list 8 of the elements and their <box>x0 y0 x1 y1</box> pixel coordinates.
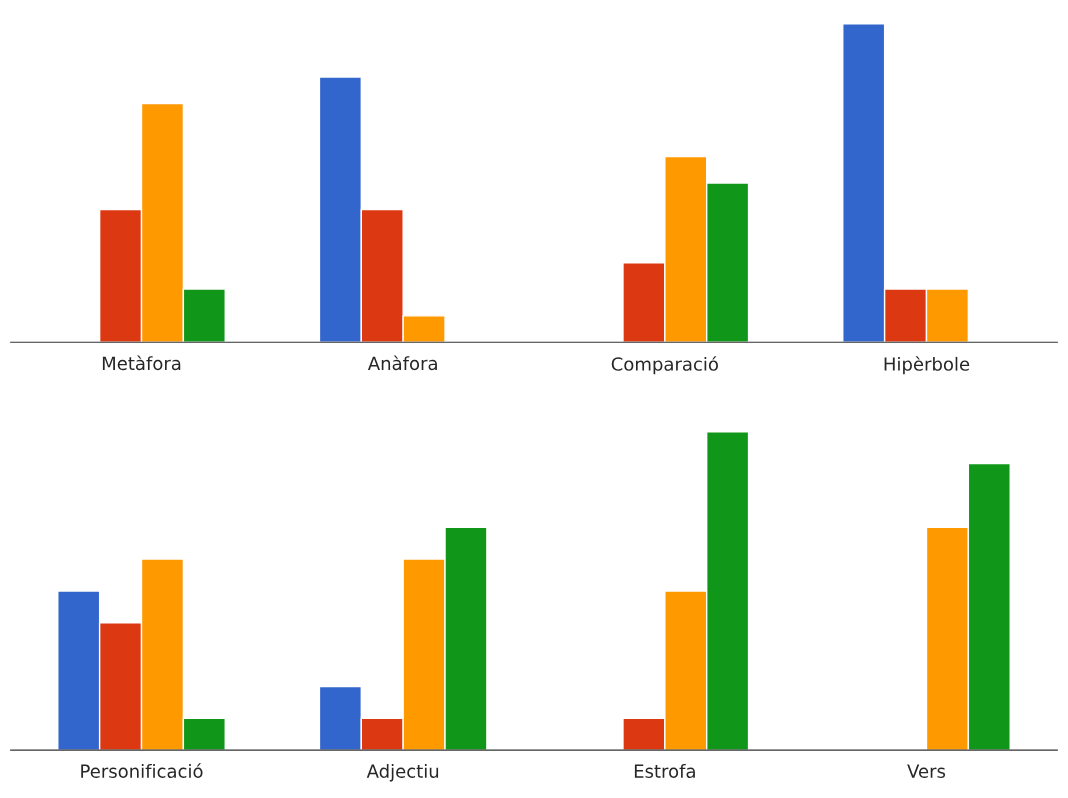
x-tick-label: Estrofa <box>634 764 695 778</box>
x-tick-label: Metàfora <box>102 355 181 371</box>
x-tick-label: Personificació <box>81 763 203 778</box>
x-tick-label: Hipèrbole <box>884 356 970 375</box>
x-tick-label: Comparació <box>611 356 718 375</box>
x-tick-label: Anàfora <box>367 355 437 371</box>
x-tick-label: Vers <box>907 764 946 778</box>
x-tick-label: Adjectiu <box>366 764 439 782</box>
